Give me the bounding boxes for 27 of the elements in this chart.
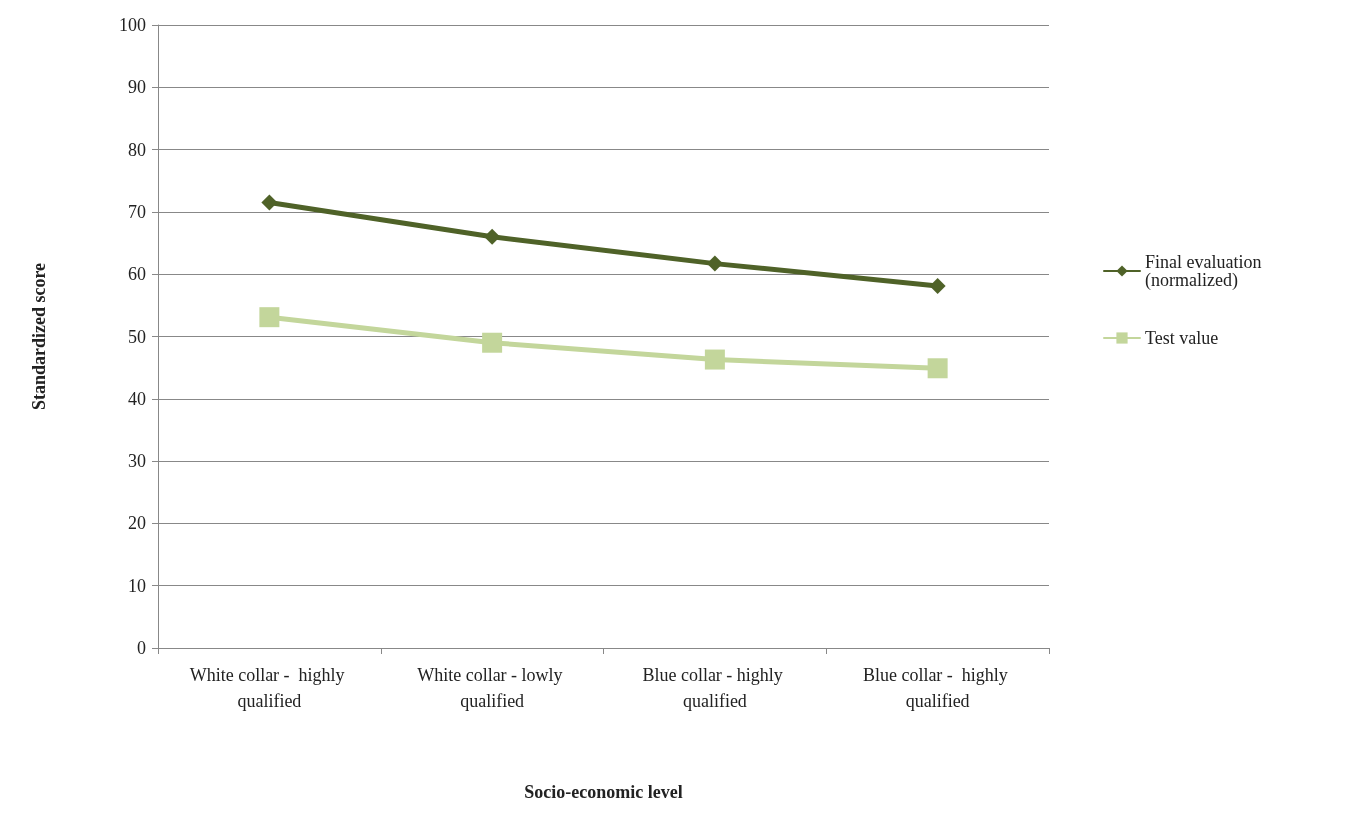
point — [484, 228, 501, 245]
x-tick-label: Blue collar - highly qualified — [642, 665, 788, 711]
y-axis-title: Standardized score — [29, 262, 49, 411]
point — [259, 307, 280, 328]
y-tick-label: 90 — [128, 77, 146, 98]
y-tick-label: 30 — [128, 451, 146, 472]
y-tick-label: 70 — [128, 201, 146, 222]
y-tick-label: 20 — [128, 513, 146, 534]
legend-label: Test value — [1145, 328, 1219, 348]
y-tick-label: 100 — [119, 15, 146, 35]
legend-label: Final evaluation (normalized) — [1145, 252, 1266, 291]
y-tick-label: 40 — [128, 388, 146, 409]
x-axis-title: Socio-economic level — [524, 782, 683, 802]
x-tick-label: White collar - highly qualified — [189, 665, 350, 711]
point — [704, 349, 725, 370]
y-tick-label: 60 — [128, 264, 146, 285]
point — [927, 358, 948, 379]
x-tick-label: Blue collar - highly qualified — [862, 665, 1013, 711]
y-tick-label: 0 — [137, 638, 146, 658]
point — [929, 278, 946, 295]
y-tick-label: 80 — [128, 139, 146, 160]
point — [482, 332, 503, 353]
y-tick-label: 10 — [128, 575, 146, 596]
point — [261, 194, 278, 211]
y-tick-label: 50 — [128, 326, 146, 347]
point — [706, 255, 723, 272]
x-tick-label: White collar - lowly qualified — [417, 665, 568, 711]
